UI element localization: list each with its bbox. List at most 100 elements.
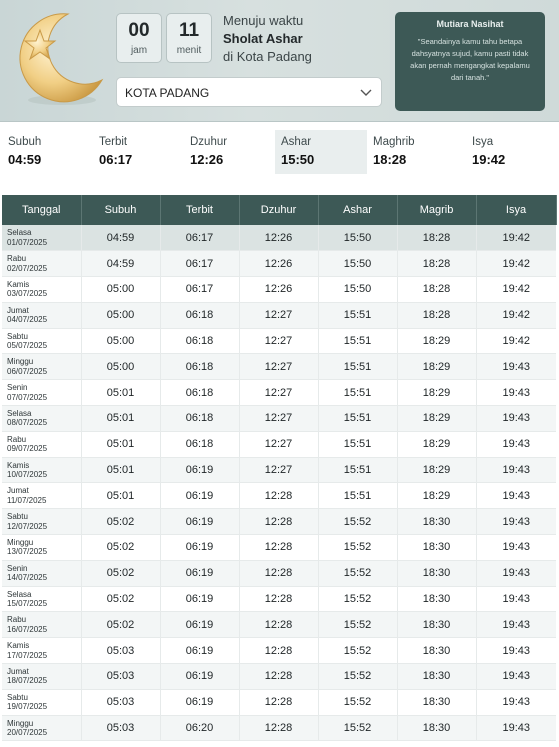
time-cell: 05:02: [80, 534, 160, 561]
time-cell: 06:19: [159, 534, 239, 561]
date-cell: Jumat 04/07/2025: [2, 302, 81, 329]
date-value: 13/07/2025: [7, 547, 48, 557]
time-cell: 18:28: [396, 302, 476, 329]
prayer-label: Ashar: [281, 136, 312, 148]
date-cell: Rabu 09/07/2025: [2, 431, 81, 458]
time-cell: 12:28: [238, 560, 318, 587]
today-time-maghrib: Maghrib 18:28: [367, 130, 457, 174]
date-value: 05/07/2025: [7, 341, 48, 351]
time-cell: 15:51: [317, 302, 397, 329]
date-value: 17/07/2025: [7, 650, 48, 660]
time-cell: 15:51: [317, 457, 397, 484]
time-cell: 19:43: [475, 663, 556, 690]
table-row: Jumat 18/07/2025 05:03 06:19 12:28 15:52 18:30…: [2, 663, 556, 690]
time-cell: 15:50: [317, 250, 397, 278]
date-cell: Rabu 02/07/2025: [2, 250, 81, 278]
time-cell: 12:28: [238, 715, 318, 742]
day-name: Selasa: [7, 228, 32, 238]
time-cell: 06:19: [159, 457, 239, 484]
today-time-subuh: Subuh 04:59: [2, 130, 88, 174]
time-cell: 15:52: [317, 611, 397, 639]
header-banner: 00 jam 11 menit Menuju waktu Sholat Asha…: [0, 0, 559, 122]
date-cell: Sabtu 05/07/2025: [2, 328, 81, 355]
time-cell: 06:18: [159, 431, 239, 458]
time-cell: 06:19: [159, 611, 239, 639]
day-name: Sabtu: [7, 512, 28, 522]
date-value: 03/07/2025: [7, 289, 48, 299]
time-cell: 06:17: [159, 250, 239, 278]
quote-title: Mutiara Nasihat: [436, 19, 504, 29]
time-cell: 06:20: [159, 715, 239, 742]
date-value: 09/07/2025: [7, 444, 48, 454]
time-cell: 18:30: [396, 560, 476, 587]
day-name: Kamis: [7, 641, 30, 651]
time-cell: 15:52: [317, 534, 397, 561]
prayer-time: 19:42: [472, 152, 506, 167]
time-cell: 12:27: [238, 328, 318, 355]
day-name: Sabtu: [7, 331, 28, 341]
time-cell: 12:28: [238, 611, 318, 639]
time-cell: 15:51: [317, 379, 397, 407]
table-row: Kamis 10/07/2025 05:01 06:19 12:27 15:51 18:29…: [2, 457, 556, 484]
day-name: Rabu: [7, 254, 27, 264]
countdown-caption: Menuju waktu Sholat Ashar di Kota Padang: [223, 12, 312, 66]
countdown-next-prayer: Sholat Ashar: [223, 31, 303, 46]
time-cell: 18:28: [396, 225, 476, 252]
table-row: Jumat 11/07/2025 05:01 06:19 12:28 15:51 18:29…: [2, 482, 556, 510]
time-cell: 19:43: [475, 560, 556, 587]
city-select[interactable]: KOTA PADANG: [116, 77, 382, 107]
time-cell: 05:01: [80, 482, 160, 510]
time-cell: 06:17: [159, 276, 239, 303]
time-cell: 06:18: [159, 353, 239, 381]
time-cell: 06:18: [159, 328, 239, 355]
prayer-schedule-table: Tanggal Subuh Terbit Dzuhur Ashar Magrib…: [2, 195, 557, 742]
time-cell: 18:29: [396, 431, 476, 458]
time-cell: 06:19: [159, 560, 239, 587]
time-cell: 18:30: [396, 715, 476, 742]
date-value: 10/07/2025: [7, 470, 48, 480]
day-name: Selasa: [7, 589, 32, 599]
day-name: Jumat: [7, 666, 29, 676]
time-cell: 06:19: [159, 508, 239, 536]
time-cell: 06:19: [159, 586, 239, 613]
table-row: Selasa 15/07/2025 05:02 06:19 12:28 15:52 18:3…: [2, 586, 556, 613]
table-row: Sabtu 12/07/2025 05:02 06:19 12:28 15:52 18:30…: [2, 508, 556, 536]
time-cell: 15:51: [317, 353, 397, 381]
date-cell: Senin 07/07/2025: [2, 379, 81, 407]
time-cell: 05:00: [80, 328, 160, 355]
day-name: Kamis: [7, 460, 30, 470]
time-cell: 12:27: [238, 353, 318, 381]
prayer-time: 04:59: [8, 152, 42, 167]
time-cell: 12:28: [238, 508, 318, 536]
time-cell: 05:00: [80, 276, 160, 303]
date-value: 14/07/2025: [7, 573, 48, 583]
date-cell: Sabtu 19/07/2025: [2, 689, 81, 716]
time-cell: 15:51: [317, 482, 397, 510]
time-cell: 12:27: [238, 302, 318, 329]
time-cell: 05:01: [80, 431, 160, 458]
today-time-isya: Isya 19:42: [466, 130, 552, 174]
date-cell: Kamis 17/07/2025: [2, 637, 81, 665]
day-name: Kamis: [7, 279, 30, 289]
time-cell: 15:51: [317, 405, 397, 432]
time-cell: 18:29: [396, 328, 476, 355]
countdown-minutes-unit: menit: [176, 45, 202, 56]
time-cell: 18:30: [396, 534, 476, 561]
time-cell: 12:27: [238, 431, 318, 458]
time-cell: 19:43: [475, 534, 556, 561]
time-cell: 18:30: [396, 663, 476, 690]
column-header-isya: Isya: [476, 195, 557, 225]
time-cell: 05:02: [80, 611, 160, 639]
day-name: Minggu: [7, 537, 34, 547]
time-cell: 06:19: [159, 637, 239, 665]
countdown-hours-unit: jam: [130, 45, 148, 56]
time-cell: 12:26: [238, 276, 318, 303]
table-row: Senin 07/07/2025 05:01 06:18 12:27 15:51 18:29…: [2, 379, 556, 407]
date-value: 18/07/2025: [7, 676, 48, 686]
date-cell: Senin 14/07/2025: [2, 560, 81, 587]
time-cell: 19:43: [475, 637, 556, 665]
time-cell: 12:28: [238, 637, 318, 665]
time-cell: 05:02: [80, 586, 160, 613]
column-header-subuh: Subuh: [81, 195, 161, 225]
column-header-dzuhur: Dzuhur: [239, 195, 319, 225]
